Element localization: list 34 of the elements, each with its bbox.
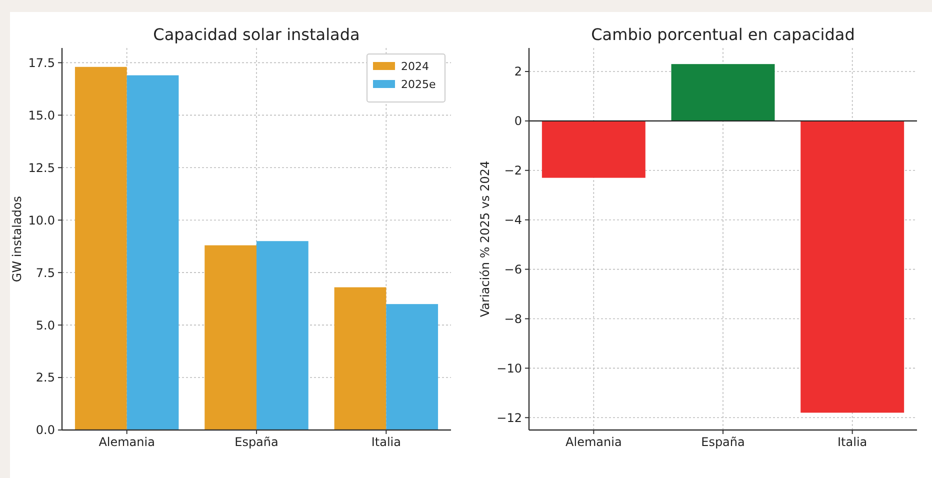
bar [256, 241, 308, 430]
bar [334, 287, 386, 430]
y-tick-label: 7.5 [36, 266, 55, 280]
y-tick-label: 0 [514, 114, 522, 128]
bar [126, 75, 179, 430]
y-tick-label: −12 [496, 410, 522, 425]
y-tick-label: 10.0 [28, 213, 55, 228]
bar [386, 304, 438, 430]
y-axis-title: GW instalados [10, 196, 24, 282]
y-tick-label: 17.5 [28, 56, 55, 70]
y-tick-label: 2 [514, 64, 522, 79]
x-tick-label: Italia [371, 435, 401, 449]
y-tick-label: 2.5 [36, 370, 55, 385]
y-tick-label: −6 [504, 262, 522, 276]
y-tick-label: −10 [496, 361, 522, 376]
y-tick-label: −8 [504, 312, 522, 326]
y-axis-title: Variación % 2025 vs 2024 [478, 160, 492, 318]
chart-title: Cambio porcentual en capacidad [591, 25, 855, 44]
y-tick-label: 5.0 [36, 318, 55, 332]
y-tick-label: 0.0 [36, 423, 55, 438]
chart-title: Capacidad solar instalada [153, 25, 360, 44]
y-tick-label: −2 [504, 164, 522, 178]
bar [204, 245, 256, 430]
x-tick-label: España [234, 435, 278, 449]
y-tick-label: 15.0 [28, 108, 55, 122]
legend-label: 2024 [401, 60, 429, 73]
bar [74, 66, 127, 430]
x-tick-label: Alemania [98, 435, 155, 449]
y-tick-label: −4 [504, 213, 522, 228]
x-tick-label: España [701, 435, 745, 449]
y-tick-label: 12.5 [28, 160, 55, 175]
x-tick-label: Alemania [566, 435, 622, 449]
legend-label: 2025e [401, 78, 436, 91]
x-tick-label: Italia [838, 435, 868, 449]
